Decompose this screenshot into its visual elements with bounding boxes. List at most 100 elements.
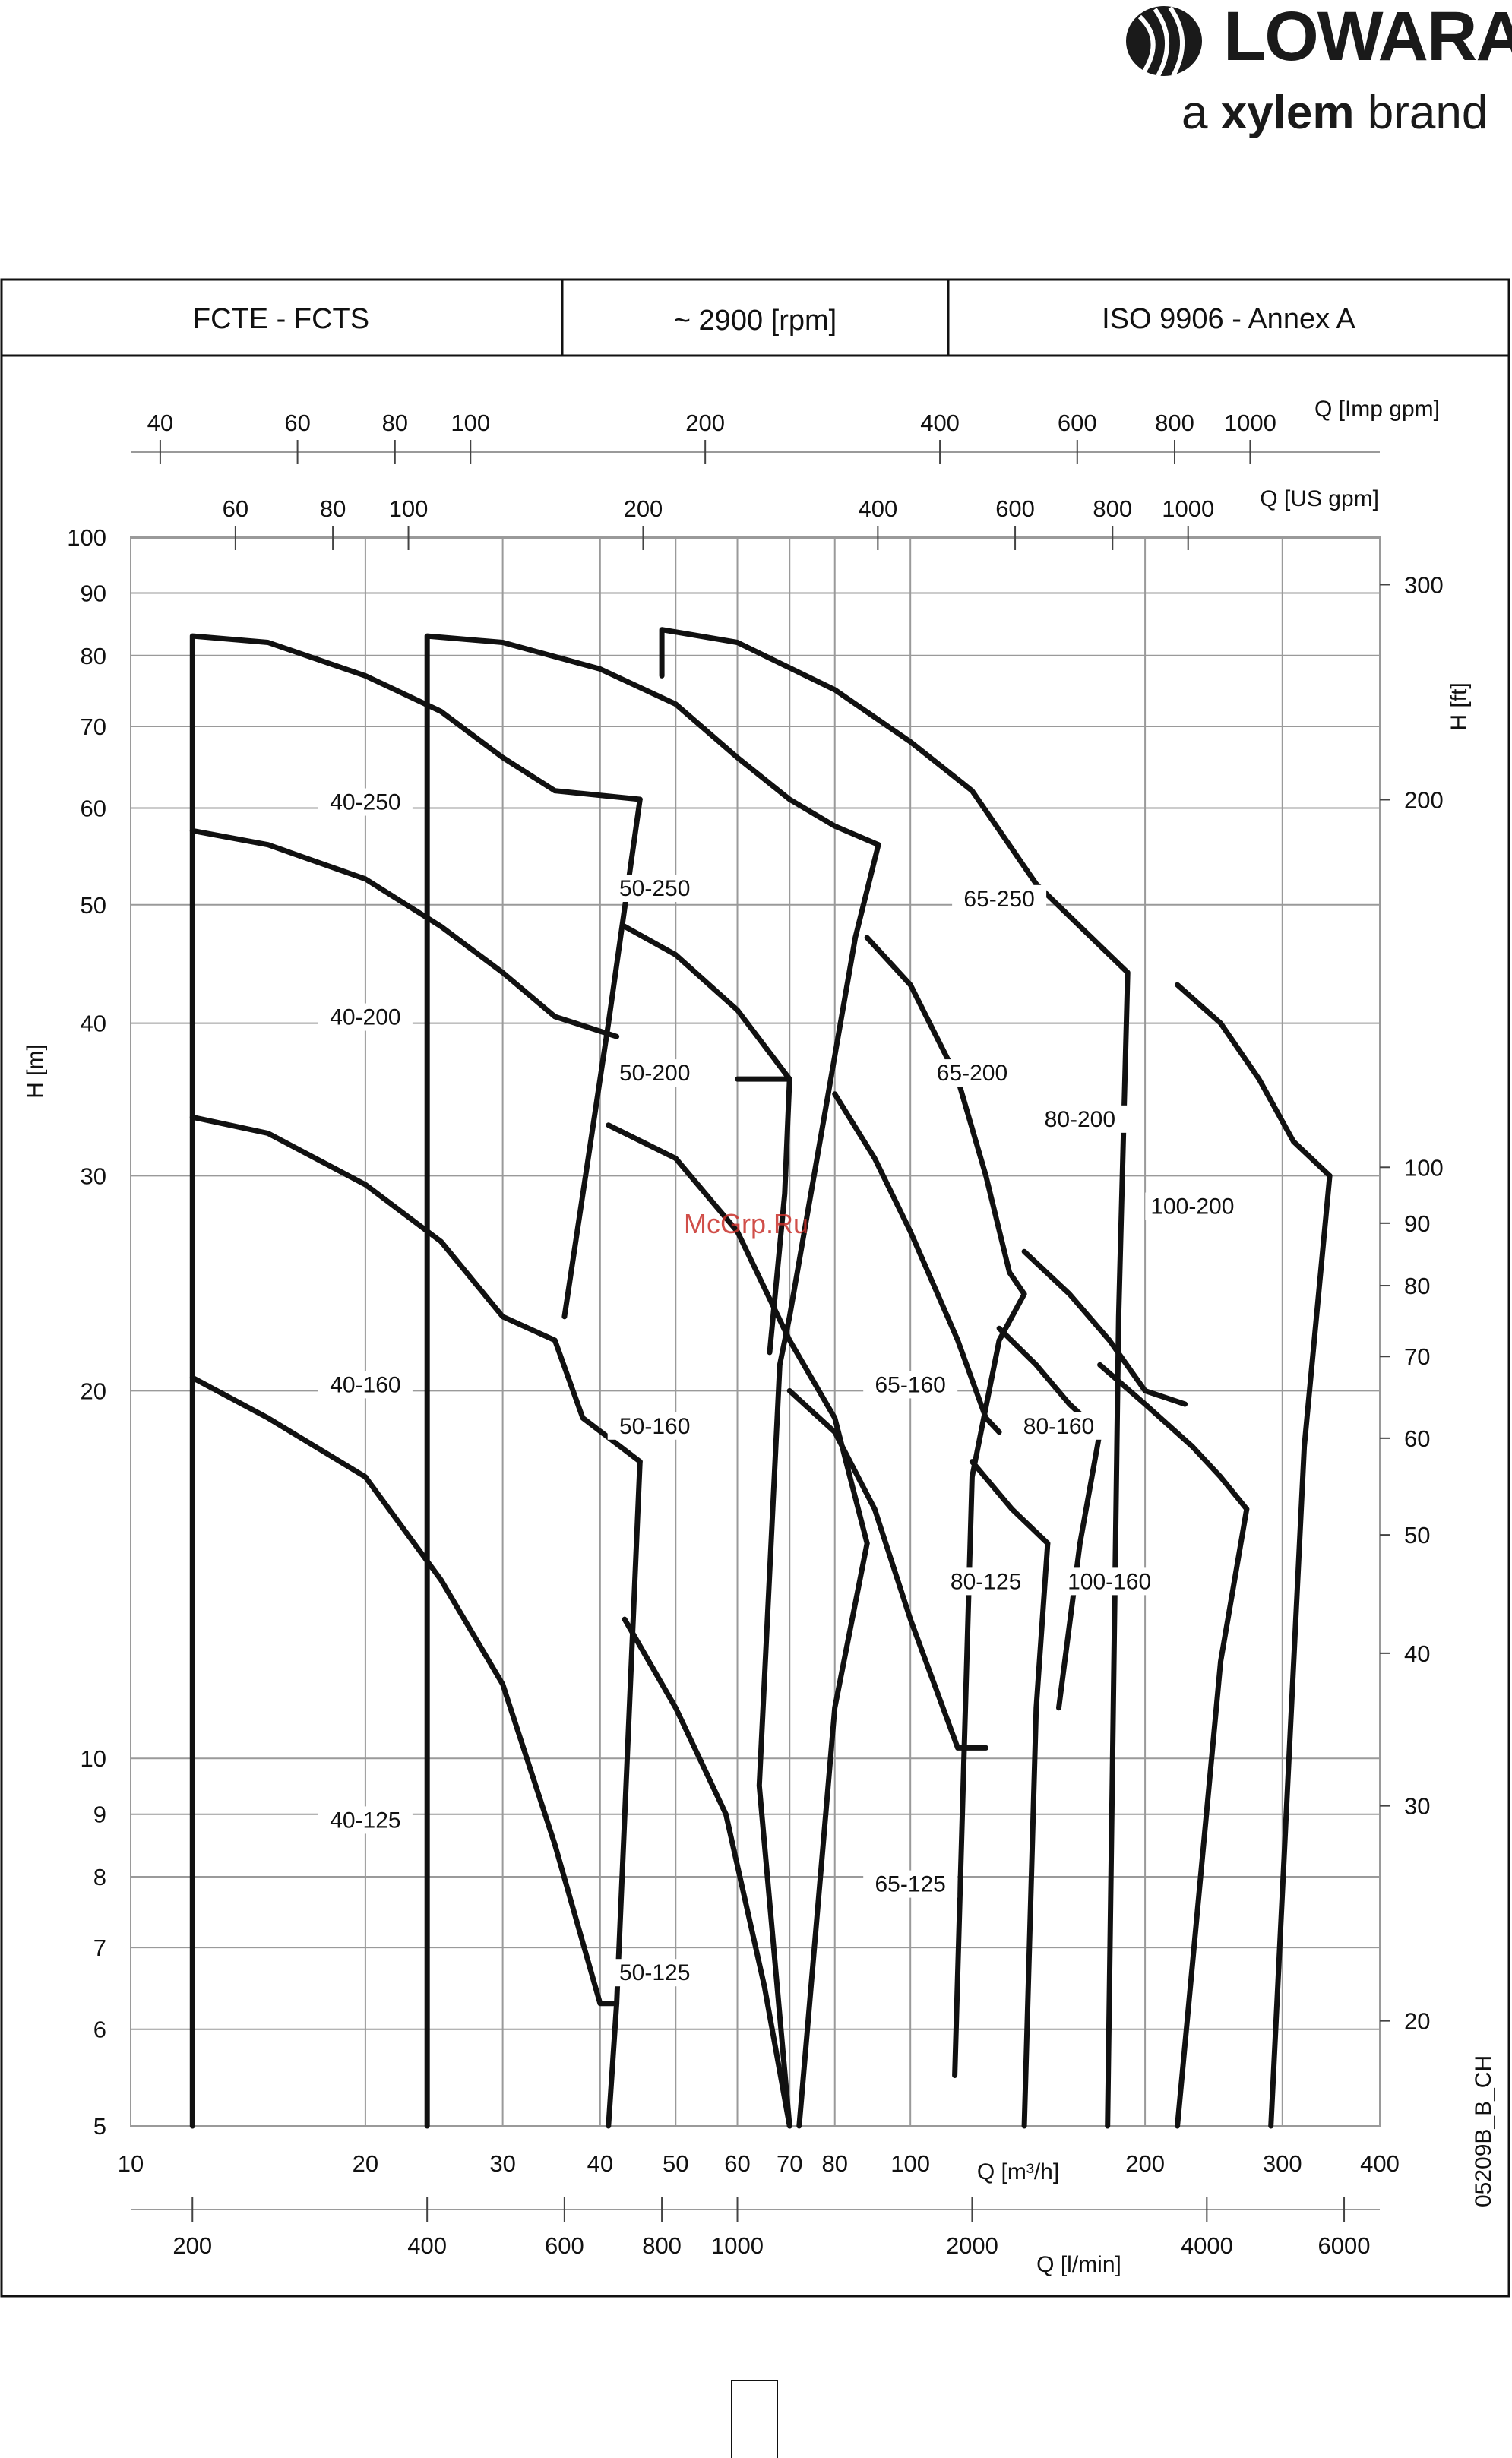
ft-tick-label: 40 bbox=[1404, 1640, 1430, 1667]
y-tick-label: 60 bbox=[81, 796, 106, 822]
label-80-160: 80-160 bbox=[1023, 1414, 1094, 1439]
label-50-200: 50-200 bbox=[619, 1061, 690, 1086]
ft-tick-label: 70 bbox=[1404, 1343, 1430, 1370]
y-tick-label: 8 bbox=[93, 1864, 106, 1890]
curve-65-250 bbox=[1105, 970, 1131, 2129]
label-65-125: 65-125 bbox=[875, 1872, 945, 1897]
label-bg-65-125 bbox=[863, 1870, 958, 1898]
imp_gpm-tick-label: 1000 bbox=[1224, 410, 1276, 436]
l_min-axis-title: Q [l/min] bbox=[1036, 2252, 1121, 2277]
ft-tick-label: 50 bbox=[1404, 1522, 1430, 1549]
label-80-200: 80-200 bbox=[1045, 1107, 1115, 1132]
x-tick-label: 200 bbox=[1125, 2150, 1165, 2177]
us_gpm-tick-label: 400 bbox=[858, 495, 897, 522]
label-bg-80-160 bbox=[1011, 1412, 1106, 1440]
curve-65-250 bbox=[659, 627, 1131, 976]
label-40-125: 40-125 bbox=[330, 1808, 400, 1833]
x-tick-label: 30 bbox=[489, 2150, 515, 2177]
lowara-swirl-icon bbox=[1126, 6, 1202, 78]
x-axis-title: Q [m³/h] bbox=[977, 2159, 1059, 2184]
l_min-tick-label: 6000 bbox=[1318, 2232, 1371, 2259]
header-model: FCTE - FCTS bbox=[193, 303, 369, 335]
curve-100-160 bbox=[1175, 1506, 1250, 2129]
label-bg-50-125 bbox=[607, 1959, 702, 1987]
curve-40-250 bbox=[189, 633, 643, 2129]
y-tick-label: 10 bbox=[81, 1745, 106, 1772]
curve-65-125 bbox=[786, 1387, 989, 1751]
curve-100-160 bbox=[1097, 1362, 1250, 1512]
x-tick-label: 70 bbox=[777, 2150, 802, 2177]
us_gpm-tick-label: 100 bbox=[389, 495, 429, 522]
label-bg-50-160 bbox=[607, 1412, 702, 1440]
l_min-tick-label: 1000 bbox=[711, 2232, 764, 2259]
curve-80-125 bbox=[1021, 1540, 1051, 2129]
y-tick-label: 100 bbox=[67, 524, 106, 551]
label-65-160: 65-160 bbox=[875, 1372, 945, 1397]
ft-tick-label: 300 bbox=[1404, 571, 1444, 598]
y-tick-label: 40 bbox=[81, 1011, 106, 1037]
ft-tick-label: 20 bbox=[1404, 2008, 1430, 2035]
x-tick-label: 300 bbox=[1263, 2150, 1302, 2177]
l_min-tick-label: 200 bbox=[172, 2232, 212, 2259]
axes: 10 20 30 40 50 60 70 80 100 200 300 400 5 6 7 8 9 10 20 30 4… bbox=[23, 397, 1472, 2277]
label-bg-40-125 bbox=[318, 1806, 413, 1834]
label-bg-50-200 bbox=[607, 1059, 702, 1087]
curve-40-200 bbox=[189, 827, 620, 1039]
imp_gpm-tick-label: 200 bbox=[685, 410, 725, 436]
label-40-200: 40-200 bbox=[330, 1005, 400, 1030]
curve-80-160 bbox=[1056, 1429, 1103, 1711]
x-tick-label: 20 bbox=[353, 2150, 378, 2177]
label-bg-65-160 bbox=[863, 1371, 958, 1399]
x-tick-label: 60 bbox=[724, 2150, 750, 2177]
label-65-250: 65-250 bbox=[963, 887, 1034, 912]
imp_gpm-tick-label: 40 bbox=[147, 410, 173, 436]
imp_gpm-tick-label: 400 bbox=[920, 410, 960, 436]
curve-50-200 bbox=[767, 1076, 792, 1356]
y-tick-label: 6 bbox=[93, 2017, 106, 2043]
label-bg-40-160 bbox=[318, 1371, 413, 1399]
x-tick-label: 400 bbox=[1360, 2150, 1400, 2177]
x-tick-label: 40 bbox=[587, 2150, 613, 2177]
label-bg-40-250 bbox=[318, 788, 413, 816]
y-tick-label: 7 bbox=[93, 1934, 106, 1961]
curve-50-125 bbox=[622, 1616, 792, 2129]
label-40-250: 40-250 bbox=[330, 790, 400, 815]
imp_gpm-axis-title: Q [Imp gpm] bbox=[1314, 397, 1440, 422]
curve-40-160 bbox=[189, 1114, 643, 1465]
ft-tick-label: 30 bbox=[1404, 1793, 1430, 1820]
y-tick-label: 20 bbox=[81, 1378, 106, 1404]
pump-curves bbox=[189, 627, 1333, 2129]
chart-frame bbox=[0, 278, 1510, 2298]
label-bg-40-200 bbox=[318, 1003, 413, 1031]
curve-40-125 bbox=[189, 1375, 620, 2007]
label-50-160: 50-160 bbox=[619, 1414, 690, 1439]
curve-50-200 bbox=[622, 923, 792, 1082]
imp_gpm-tick-label: 60 bbox=[284, 410, 310, 436]
curve-40-250 bbox=[561, 796, 643, 1320]
brand-tagline: a xylem brand bbox=[1181, 87, 1488, 139]
imp_gpm-tick-label: 100 bbox=[451, 410, 490, 436]
y-axis-title: H [m] bbox=[23, 1044, 48, 1099]
curve-50-250 bbox=[424, 633, 881, 2129]
label-50-125: 50-125 bbox=[619, 1960, 690, 1985]
label-bg-50-250 bbox=[607, 874, 702, 902]
plot-border bbox=[130, 536, 1381, 2127]
code-label: 05209B_B_CH bbox=[1471, 2055, 1496, 2207]
ft-tick-label: 200 bbox=[1404, 786, 1444, 813]
y-tick-label: 80 bbox=[81, 643, 106, 669]
ft-axis-title: H [ft] bbox=[1447, 682, 1472, 730]
us_gpm-tick-label: 800 bbox=[1093, 495, 1132, 522]
l_min-tick-label: 2000 bbox=[946, 2232, 998, 2259]
label-50-250: 50-250 bbox=[619, 876, 690, 901]
grid-lines bbox=[130, 536, 1381, 2127]
us_gpm-tick-label: 80 bbox=[320, 495, 346, 522]
label-40-160: 40-160 bbox=[330, 1372, 400, 1397]
l_min-tick-label: 800 bbox=[642, 2232, 682, 2259]
label-100-200: 100-200 bbox=[1150, 1194, 1234, 1220]
ft-tick-label: 60 bbox=[1404, 1425, 1430, 1452]
header-standard: ISO 9906 - Annex A bbox=[1102, 303, 1355, 335]
us_gpm-axis-title: Q [US gpm] bbox=[1260, 486, 1379, 511]
curve-65-160 bbox=[832, 1091, 1002, 1435]
watermark: McGrp.Ru bbox=[684, 1208, 809, 1239]
